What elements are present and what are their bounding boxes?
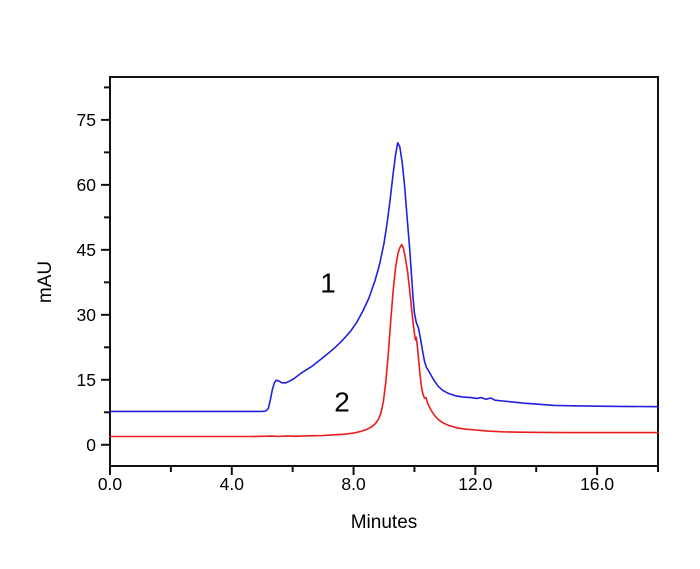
y-tick-label: 15 — [77, 370, 96, 390]
x-axis-title: Minutes — [351, 512, 418, 533]
x-tick-label: 0.0 — [98, 474, 123, 494]
y-axis-title: mAU — [35, 261, 56, 303]
trace-1-line — [109, 142, 659, 413]
y-tick-label: 60 — [77, 175, 97, 195]
x-tick-label: 12.0 — [458, 474, 492, 494]
x-tick-label: 16.0 — [580, 474, 614, 494]
peak-label-1: 1 — [320, 268, 336, 299]
trace-2-line — [109, 243, 659, 438]
x-tick-label: 4.0 — [220, 474, 245, 494]
plot-layer: 0.0 4.0 8.0 12.0 16.0 0 15 30 45 60 75 1 2 — [77, 76, 659, 494]
peak-label-2: 2 — [334, 386, 350, 417]
x-tick-label: 8.0 — [341, 474, 366, 494]
y-tick-label: 75 — [77, 110, 96, 130]
axis-frame — [109, 76, 659, 467]
y-tick-label: 30 — [77, 305, 97, 325]
y-tick-label: 45 — [77, 240, 96, 260]
y-tick-label: 0 — [86, 435, 96, 455]
